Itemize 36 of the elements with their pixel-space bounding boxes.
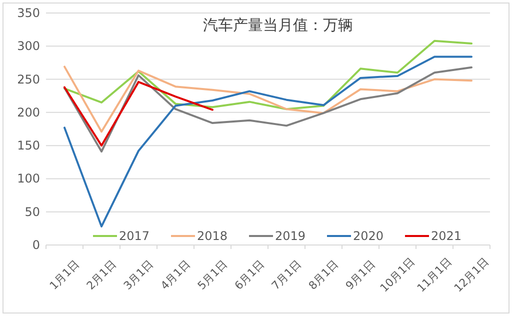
y-tick-label: 300 [17, 39, 40, 54]
y-tick-label: 250 [17, 72, 40, 86]
x-tick-label: 5月1日 [195, 258, 230, 292]
y-tick-label: 200 [17, 105, 40, 120]
x-tick-label: 9月1日 [343, 258, 378, 292]
line-series [64, 66, 472, 133]
y-tick-label: 100 [17, 172, 40, 186]
legend-item: 2021 [405, 229, 462, 243]
legend-item: 2019 [249, 229, 306, 243]
chart-title: 汽车产量当月值：万辆 [203, 16, 353, 34]
legend-item: 2020 [327, 229, 384, 243]
legend-label: 2021 [431, 229, 462, 243]
legend-item: 2018 [171, 229, 228, 243]
x-tick-label: 8月1日 [306, 258, 341, 292]
y-tick-label: 350 [17, 6, 40, 20]
x-tick-label: 6月1日 [232, 258, 267, 292]
y-tick-label: 50 [24, 204, 40, 219]
line-series [64, 56, 472, 228]
line-series [64, 66, 472, 153]
legend-label: 2018 [197, 229, 228, 243]
x-tick-label: 1月1日 [47, 258, 82, 292]
legend-label: 2020 [353, 229, 384, 243]
legend-item: 2017 [93, 229, 150, 243]
y-tick-label: 0 [32, 238, 40, 252]
x-tick-label: 3月1日 [121, 258, 156, 292]
legend-label: 2019 [275, 229, 306, 243]
x-tick-label: 4月1日 [158, 258, 193, 292]
x-tick-label: 12月1日 [452, 255, 492, 295]
x-tick-label: 7月1日 [269, 258, 304, 292]
y-tick-label: 150 [17, 138, 40, 153]
legend-label: 2017 [119, 229, 150, 243]
x-tick-label: 11月1日 [414, 255, 454, 295]
line-series [64, 80, 214, 147]
x-tick-label: 2月1日 [84, 258, 119, 292]
x-tick-label: 10月1日 [378, 255, 418, 295]
line-series [64, 40, 472, 110]
